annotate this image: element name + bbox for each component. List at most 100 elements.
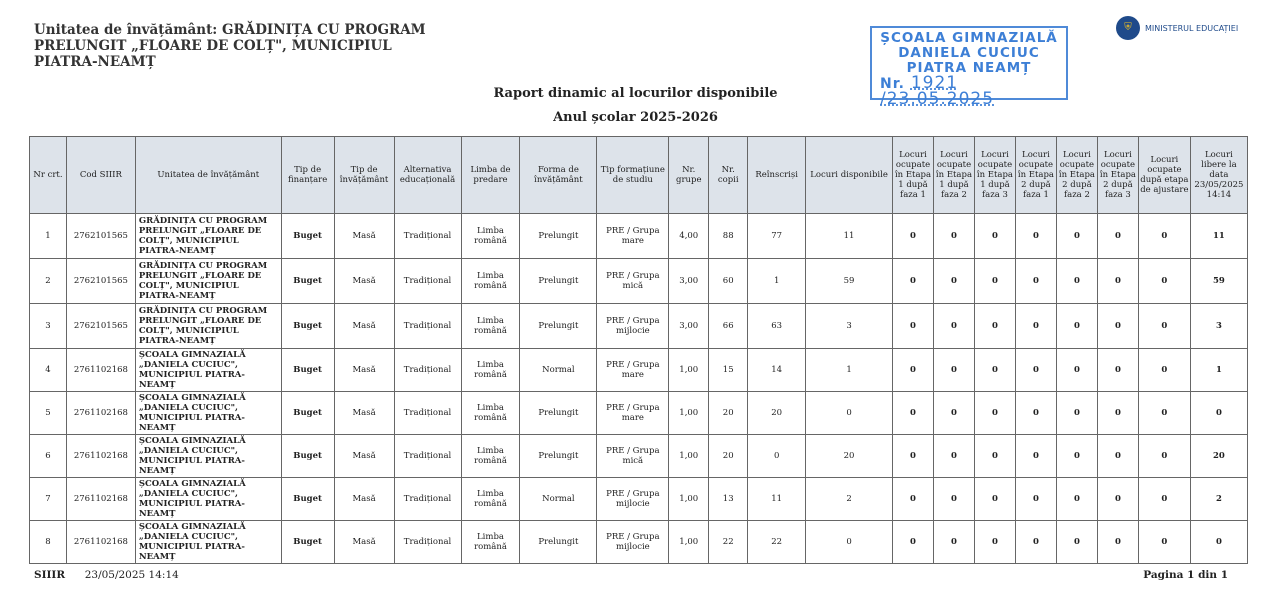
table-cell: PRE / Grupa mijlocie	[596, 303, 670, 349]
table-cell: 2761102168	[65, 477, 136, 521]
footer-left: SIIIR 23/05/2025 14:14	[34, 569, 179, 581]
table-cell: Tradițional	[393, 520, 462, 564]
table-cell: 8	[29, 520, 67, 564]
table-cell: Masă	[333, 520, 395, 564]
column-header: Cod SIIIR	[65, 136, 136, 214]
table-cell: 0	[973, 477, 1016, 521]
table-cell: 2761102168	[65, 520, 136, 564]
table-cell: 5	[29, 391, 67, 435]
table-cell: 0	[1055, 477, 1098, 521]
table-cell: 0	[892, 477, 934, 521]
table-row: 5 2761102168 ȘCOALA GIMNAZIALĂ „DANIELA CU…	[29, 391, 1249, 435]
column-header: Limba de predare	[460, 136, 521, 214]
table-cell: 15	[708, 348, 749, 392]
table-cell: Prelungit	[519, 520, 598, 564]
table-cell: 0	[1189, 520, 1249, 564]
table-cell: 20	[1189, 434, 1249, 478]
table-cell: 0	[1137, 434, 1191, 478]
table-cell: 1,00	[668, 434, 710, 478]
table-cell: 3,00	[668, 303, 710, 349]
table-cell: 0	[1137, 303, 1191, 349]
table-cell: 2761102168	[65, 434, 136, 478]
table-cell: ȘCOALA GIMNAZIALĂ „DANIELA CUCIUC", MUNI…	[134, 434, 282, 478]
footer-timestamp: 23/05/2025 14:14	[84, 569, 179, 581]
table-cell: Masă	[333, 434, 395, 478]
table-cell: Masă	[333, 477, 395, 521]
table-cell: Buget	[280, 391, 335, 435]
table-cell: 0	[892, 520, 934, 564]
table-cell: 1,00	[668, 391, 710, 435]
table-cell: 0	[1014, 348, 1057, 392]
table-cell: 0	[932, 520, 975, 564]
table-cell: 6	[29, 434, 67, 478]
column-header: Locuri ocupate în Etapa 2 după faza 2	[1055, 136, 1098, 214]
table-cell: 22	[708, 520, 749, 564]
table-cell: Tradițional	[393, 477, 462, 521]
table-cell: 77	[747, 213, 807, 259]
table-cell: Buget	[280, 213, 335, 259]
table-row: 1 2762101565 GRĂDINIȚA CU PROGRAM PRELUNGI…	[29, 213, 1249, 259]
table-cell: 0	[973, 520, 1016, 564]
table-cell: 0	[1055, 520, 1098, 564]
table-cell: Limba română	[460, 303, 521, 349]
table-cell: 0	[1096, 520, 1139, 564]
column-header: Reînscriși	[747, 136, 807, 214]
table-cell: PRE / Grupa mijlocie	[596, 520, 670, 564]
table-cell: 3	[805, 303, 893, 349]
table-cell: 59	[1189, 258, 1249, 304]
table-cell: 0	[973, 258, 1016, 304]
table-cell: 11	[747, 477, 807, 521]
column-header: Locuri disponibile	[805, 136, 893, 214]
table-cell: 0	[1014, 213, 1057, 259]
table-cell: 0	[973, 303, 1016, 349]
table-cell: 59	[805, 258, 893, 304]
column-header: Nr crt.	[29, 136, 67, 214]
table-cell: Buget	[280, 477, 335, 521]
table-cell: Limba română	[460, 213, 521, 259]
table-cell: 0	[932, 477, 975, 521]
table-cell: GRĂDINIȚA CU PROGRAM PRELUNGIT „FLOARE D…	[134, 213, 282, 259]
places-table: Nr crt. Cod SIIIR Unitatea de învățământ Ti…	[29, 136, 1249, 564]
table-cell: Tradițional	[393, 391, 462, 435]
table-cell: Tradițional	[393, 258, 462, 304]
table-cell: 2761102168	[65, 348, 136, 392]
table-cell: 3	[29, 303, 67, 349]
table-cell: 3,00	[668, 258, 710, 304]
table-cell: 0	[973, 391, 1016, 435]
table-cell: 0	[1014, 258, 1057, 304]
table-cell: Tradițional	[393, 213, 462, 259]
table-cell: 0	[932, 391, 975, 435]
stamp-nr-label: Nr.	[880, 76, 905, 92]
table-cell: Limba română	[460, 258, 521, 304]
column-header: Locuri ocupate după etapa de ajustare	[1137, 136, 1191, 214]
table-cell: 1,00	[668, 520, 710, 564]
table-cell: 0	[1137, 258, 1191, 304]
table-cell: PRE / Grupa mare	[596, 213, 670, 259]
table-cell: Masă	[333, 303, 395, 349]
column-header: Forma de învățământ	[519, 136, 598, 214]
table-cell: 11	[805, 213, 893, 259]
table-cell: 0	[973, 348, 1016, 392]
table-cell: 0	[892, 391, 934, 435]
table-cell: 0	[1014, 477, 1057, 521]
table-cell: 0	[1096, 258, 1139, 304]
table-cell: 0	[892, 258, 934, 304]
table-cell: 0	[932, 434, 975, 478]
table-cell: 0	[1055, 258, 1098, 304]
table-cell: 66	[708, 303, 749, 349]
table-cell: 1	[1189, 348, 1249, 392]
table-cell: 2762101565	[65, 213, 136, 259]
coat-of-arms-icon: ⛨	[1116, 16, 1140, 40]
stamp-line: PIATRA NEAMȚ	[906, 60, 1032, 76]
stamp-date: /23.05.2025	[880, 89, 995, 109]
table-cell: Tradițional	[393, 348, 462, 392]
table-cell: 0	[932, 213, 975, 259]
table-cell: 14	[747, 348, 807, 392]
report-title: Raport dinamic al locurilor disponibile	[493, 86, 778, 101]
table-cell: 20	[708, 391, 749, 435]
table-cell: 0	[973, 213, 1016, 259]
stamp-line: DANIELA CUCIUC	[898, 45, 1040, 61]
table-cell: 0	[1096, 348, 1139, 392]
table-cell: Limba română	[460, 434, 521, 478]
table-cell: 0	[892, 348, 934, 392]
